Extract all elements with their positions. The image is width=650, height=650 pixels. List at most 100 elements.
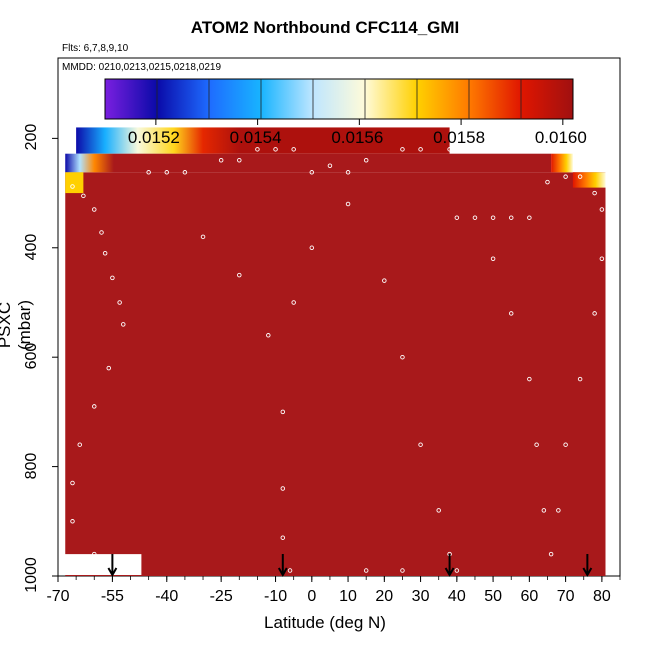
- flight-track-point: [577, 376, 583, 382]
- flight-track-point: [70, 184, 75, 189]
- colorbar-tick-label: 0.0156: [331, 128, 384, 147]
- x-axis-label: Latitude (deg N): [264, 613, 386, 632]
- flight-track-point: [599, 256, 605, 261]
- marker-arrow-head: [582, 567, 593, 578]
- flight-track-point: [548, 551, 554, 557]
- flight-track-point: [592, 190, 597, 196]
- flight-track-point: [508, 215, 514, 220]
- x-tick-label: 20: [375, 588, 394, 605]
- left-mid-patch: [65, 172, 84, 194]
- flight-track-point: [255, 147, 260, 152]
- second-layer-band: [65, 153, 552, 173]
- flight-track-point: [563, 174, 568, 179]
- flight-track-point: [92, 404, 97, 409]
- x-tick-label: -70: [46, 588, 70, 605]
- flight-track-point: [454, 215, 460, 220]
- flight-track-point: [218, 158, 224, 163]
- flight-track-point: [70, 480, 75, 486]
- flight-track-point: [121, 322, 126, 327]
- flight-track-point: [287, 568, 293, 573]
- flight-track-point: [363, 568, 369, 573]
- flight-track-point: [280, 486, 286, 491]
- flight-track-point: [237, 272, 242, 278]
- flight-track-point: [345, 201, 351, 207]
- flight-track-point: [400, 568, 405, 573]
- flight-track-point: [382, 278, 387, 283]
- flight-track-point: [508, 311, 514, 316]
- y-tick-label: 200: [23, 124, 40, 151]
- flight-track-point: [102, 251, 108, 256]
- flight-track-point: [527, 376, 532, 382]
- flight-track-point: [563, 442, 568, 447]
- flight-track-point: [273, 147, 278, 152]
- x-tick-label: 30: [411, 588, 430, 605]
- flight-track-point: [400, 147, 405, 152]
- flight-track-point: [592, 311, 597, 316]
- y-tick-label: 400: [23, 233, 40, 261]
- flights-label: Flts: 6,7,8,9,10: [62, 43, 129, 54]
- x-tick-label: -10: [263, 588, 288, 605]
- flight-track-point: [541, 508, 547, 513]
- flight-track-point: [291, 300, 296, 305]
- colorbar: [104, 78, 574, 120]
- marker-arrow-head: [277, 567, 288, 578]
- flight-track-point: [363, 158, 369, 163]
- x-tick-label: 50: [484, 588, 502, 605]
- flight-track-point: [266, 333, 271, 338]
- y-axis-label: PSXC (mbar): [0, 299, 34, 351]
- dates-label: MMDD: 0210,0213,0215,0218,0219: [62, 62, 222, 73]
- flight-track-point: [146, 170, 151, 175]
- flight-track-point: [117, 300, 122, 305]
- flight-track-point: [92, 207, 97, 212]
- flight-track-point: [291, 147, 296, 152]
- flight-track-point: [309, 170, 315, 175]
- flight-track-point: [472, 215, 478, 220]
- flight-track-point: [527, 215, 532, 220]
- field-fill: [65, 172, 606, 576]
- flight-track-point: [280, 535, 286, 540]
- chart-title: ATOM2 Northbound CFC114_GMI: [190, 18, 460, 37]
- x-tick-label: 40: [447, 588, 466, 605]
- flight-track-point: [237, 158, 242, 163]
- flight-track-point: [164, 170, 170, 175]
- flight-track-point: [490, 256, 496, 261]
- flight-track-point: [92, 551, 97, 557]
- flight-track-point: [106, 365, 112, 371]
- flight-track-point: [70, 519, 75, 524]
- flight-track-point: [534, 442, 539, 447]
- no-data-block: [60, 554, 142, 575]
- right-mid-patch: [572, 172, 606, 188]
- flight-track-point: [345, 170, 351, 175]
- colorbar-tick-label: 0.0158: [433, 128, 486, 147]
- flight-track-point: [81, 193, 86, 199]
- flight-track-point: [400, 354, 405, 360]
- flight-track-point: [454, 568, 460, 573]
- marker-arrow-head: [444, 567, 455, 578]
- flight-track-point: [577, 174, 583, 179]
- x-tick-label: -55: [100, 588, 124, 605]
- x-tick-label: 70: [556, 588, 575, 605]
- flight-track-point: [327, 163, 333, 168]
- flight-track-point: [418, 442, 423, 447]
- y-tick-label: 800: [23, 452, 40, 479]
- x-tick-label: -25: [209, 588, 233, 605]
- flight-track-point: [309, 245, 315, 251]
- colorbar-tick-label: 0.0154: [229, 128, 282, 147]
- flight-track-point: [110, 275, 115, 281]
- colorbar-tick-label: 0.0152: [127, 128, 180, 147]
- flight-track-point: [182, 170, 188, 175]
- x-tick-label: 60: [520, 588, 539, 605]
- x-tick-label: 10: [339, 588, 357, 605]
- marker-arrow-head: [107, 567, 118, 578]
- y-tick-label: 1000: [23, 557, 40, 593]
- flight-track-point: [99, 230, 104, 235]
- flight-track-point: [418, 147, 423, 152]
- flight-track-point: [280, 409, 286, 415]
- flight-track-point: [599, 207, 605, 212]
- x-tick-label: 0: [307, 588, 317, 605]
- flight-track-point: [490, 215, 496, 220]
- flight-track-point: [200, 234, 206, 240]
- upper-layer-band: [76, 127, 450, 154]
